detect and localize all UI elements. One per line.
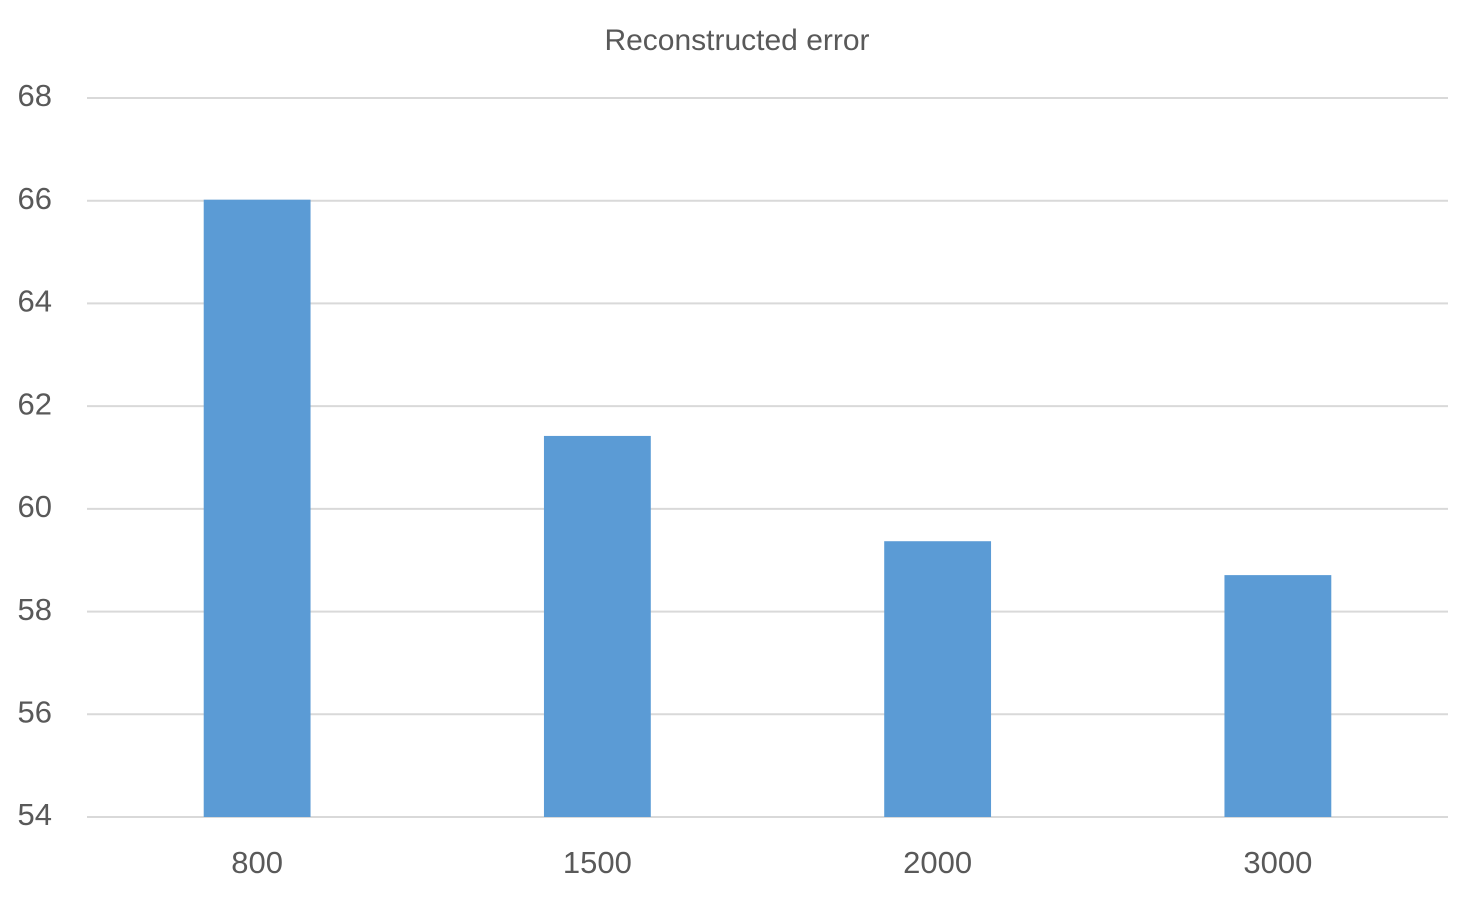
- bar: [543, 435, 651, 817]
- y-tick-label: 54: [18, 797, 52, 832]
- chart-title: Reconstructed error: [604, 24, 869, 57]
- y-tick-label: 68: [18, 78, 52, 113]
- x-tick-label: 1500: [563, 845, 632, 880]
- y-tick-label: 56: [18, 694, 52, 729]
- bar: [203, 199, 311, 818]
- x-tick-label: 3000: [1243, 845, 1312, 880]
- y-tick-label: 62: [18, 386, 52, 421]
- x-tick-label: 2000: [903, 845, 972, 880]
- y-tick-label: 58: [18, 592, 52, 627]
- y-tick-label: 66: [18, 181, 52, 216]
- x-tick-label: 800: [231, 845, 283, 880]
- y-tick-label: 60: [18, 489, 52, 524]
- bar: [1224, 575, 1332, 817]
- y-tick-label: 64: [18, 284, 52, 319]
- bar: [884, 541, 992, 817]
